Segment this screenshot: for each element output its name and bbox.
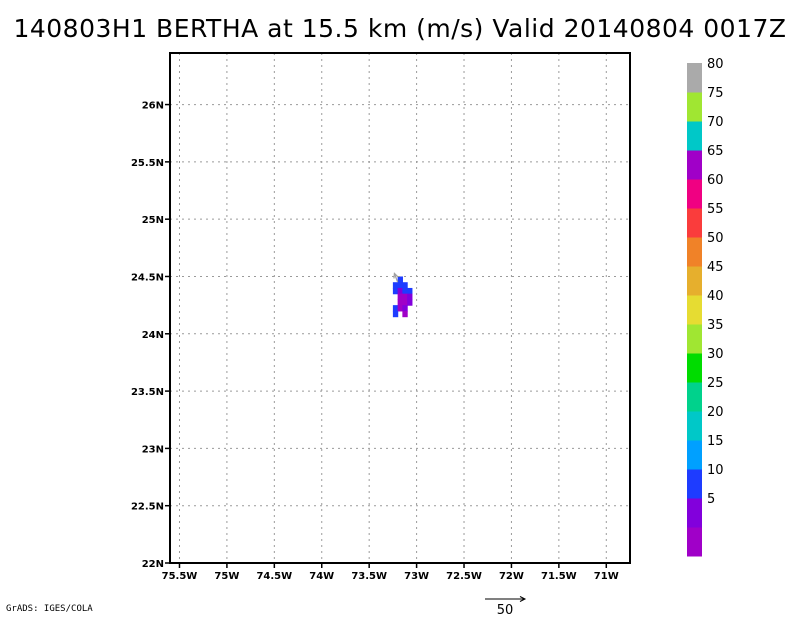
speed-cell: [397, 276, 403, 283]
speed-cells: [392, 276, 413, 318]
colorbar-label: 40: [707, 289, 724, 304]
colorbar-label: 25: [707, 376, 724, 391]
speed-cell: [392, 305, 399, 312]
x-tick-label: 71W: [594, 571, 619, 582]
speed-cell: [397, 287, 403, 295]
speed-cell: [402, 282, 408, 289]
y-tick-label: 25N: [142, 215, 164, 226]
colorbar-swatch: [687, 469, 702, 499]
y-axis: 22N 22.5N 23N 23.5N 24N 24.5N 25N 25.5N 26N: [131, 101, 170, 570]
y-tick-label: 26N: [142, 101, 164, 112]
colorbar-label: 70: [707, 115, 724, 130]
speed-cell: [392, 287, 399, 295]
y-tick-label: 25.5N: [131, 158, 164, 169]
colorbar-swatch: [687, 150, 702, 180]
speed-cell: [392, 282, 399, 289]
speed-cell: [397, 305, 403, 312]
x-tick-label: 73.5W: [351, 571, 387, 582]
colorbar-swatch: [687, 237, 702, 267]
colorbar-swatch: [687, 527, 702, 557]
speed-cell: [402, 305, 408, 312]
colorbar-label: 20: [707, 405, 724, 420]
colorbar-swatch: [687, 208, 702, 238]
speed-cell: [397, 299, 403, 306]
y-tick-label: 22N: [142, 559, 164, 570]
y-tick-label: 22.5N: [131, 502, 164, 513]
colorbar-swatch: [687, 498, 702, 528]
colorbar-label: 80: [707, 57, 724, 72]
x-tick-label: 73W: [404, 571, 429, 582]
colorbar-swatch: [687, 382, 702, 412]
colorbar-label: 15: [707, 434, 724, 449]
x-tick-label: 75.5W: [162, 571, 198, 582]
x-tick-label: 74W: [309, 571, 334, 582]
colorbar-label: 55: [707, 202, 724, 217]
colorbar-swatch: [687, 353, 702, 383]
x-tick-label: 72.5W: [446, 571, 482, 582]
plot-frame: [169, 52, 631, 564]
speed-cell: [392, 310, 399, 318]
colorbar-label: 50: [707, 231, 724, 246]
speed-cell: [407, 293, 413, 301]
chart-title: 140803H1 BERTHA at 15.5 km (m/s) Valid 2…: [13, 14, 787, 43]
colorbar-swatch: [687, 266, 702, 296]
speed-cell: [402, 299, 408, 306]
colorbar-label: 60: [707, 173, 724, 188]
colorbar: 5 10 15 20 25 30 35 40 45 50 55 60 65 70 75 80: [687, 57, 724, 557]
speed-cell: [402, 287, 408, 295]
colorbar-label: 30: [707, 347, 724, 362]
speed-cell: [402, 310, 408, 318]
colorbar-swatch: [687, 440, 702, 470]
x-axis: 75.5W 75W 74.5W 74W 73.5W 73W 72.5W 72W 71.5W 71W: [162, 563, 619, 582]
colorbar-swatch: [687, 92, 702, 122]
colorbar-label: 45: [707, 260, 724, 275]
x-tick-label: 75W: [214, 571, 239, 582]
grads-credit: GrADS: IGES/COLA: [6, 604, 93, 614]
y-tick-label: 24.5N: [131, 272, 164, 283]
speed-cell: [407, 287, 413, 295]
reference-vector-arrow: [485, 596, 527, 602]
x-tick-label: 74.5W: [256, 571, 292, 582]
colorbar-label: 5: [707, 492, 715, 507]
colorbar-swatch: [687, 295, 702, 325]
x-tick-label: 72W: [499, 571, 524, 582]
colorbar-label: 65: [707, 144, 724, 159]
y-tick-label: 24N: [142, 330, 164, 341]
speed-cell: [397, 293, 403, 301]
colorbar-label: 10: [707, 463, 724, 478]
wind-vectors: [393, 272, 399, 283]
y-tick-label: 23N: [142, 444, 164, 455]
reference-vector: 50: [485, 596, 527, 618]
colorbar-swatch: [687, 179, 702, 209]
speed-cell: [397, 282, 403, 289]
colorbar-swatch: [687, 324, 702, 354]
x-tick-label: 71.5W: [541, 571, 577, 582]
colorbar-label: 75: [707, 86, 724, 101]
speed-cell: [402, 293, 408, 301]
colorbar-label: 35: [707, 318, 724, 333]
y-tick-label: 23.5N: [131, 387, 164, 398]
colorbar-swatch: [687, 411, 702, 441]
wind-vector-arrow: [393, 272, 399, 283]
colorbar-swatch: [687, 121, 702, 151]
reference-vector-label: 50: [497, 603, 514, 618]
speed-cell: [407, 299, 413, 306]
colorbar-swatch: [687, 63, 702, 93]
